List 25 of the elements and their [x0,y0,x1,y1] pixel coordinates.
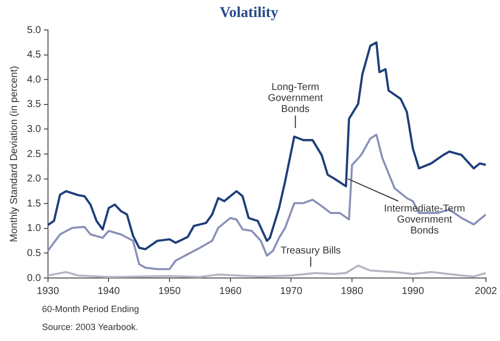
series-label: Treasury Bills [280,246,341,257]
y-tick-label: 3.0 [26,124,42,135]
chart-title: Volatility [220,4,279,21]
y-tick-label: 5.0 [26,24,42,36]
y-tick-label: 1.5 [26,198,42,210]
y-tick-label: 4.0 [26,74,42,86]
y-tick-label: 2.0 [26,174,42,185]
y-tick-label: 0.0 [26,272,42,284]
y-tick-label: 3.5 [26,99,42,110]
y-tick-label: 0.5 [26,248,42,259]
x-tick-label: 1950 [158,286,182,297]
x-tick-label: 1960 [219,286,242,297]
x-tick-label: 1930 [36,286,60,297]
x-axis-title: 60-Month Period Ending [42,304,140,314]
x-tick-label: 2002 [474,286,498,297]
x-tick-label: 1940 [98,286,120,297]
y-tick-label: 1.0 [26,223,42,234]
x-tick-label: 1990 [402,286,424,297]
x-tick-label: 1980 [340,286,364,297]
source-note: Source: 2003 Yearbook. [42,322,138,332]
x-tick-label: 1970 [280,286,303,297]
y-axis-title: Monthly Standard Deviation (in percent) [8,66,20,242]
y-tick-label: 2.5 [26,148,42,160]
text: Long-Term Government Bonds [268,82,324,115]
y-tick-label: 4.5 [26,50,42,61]
